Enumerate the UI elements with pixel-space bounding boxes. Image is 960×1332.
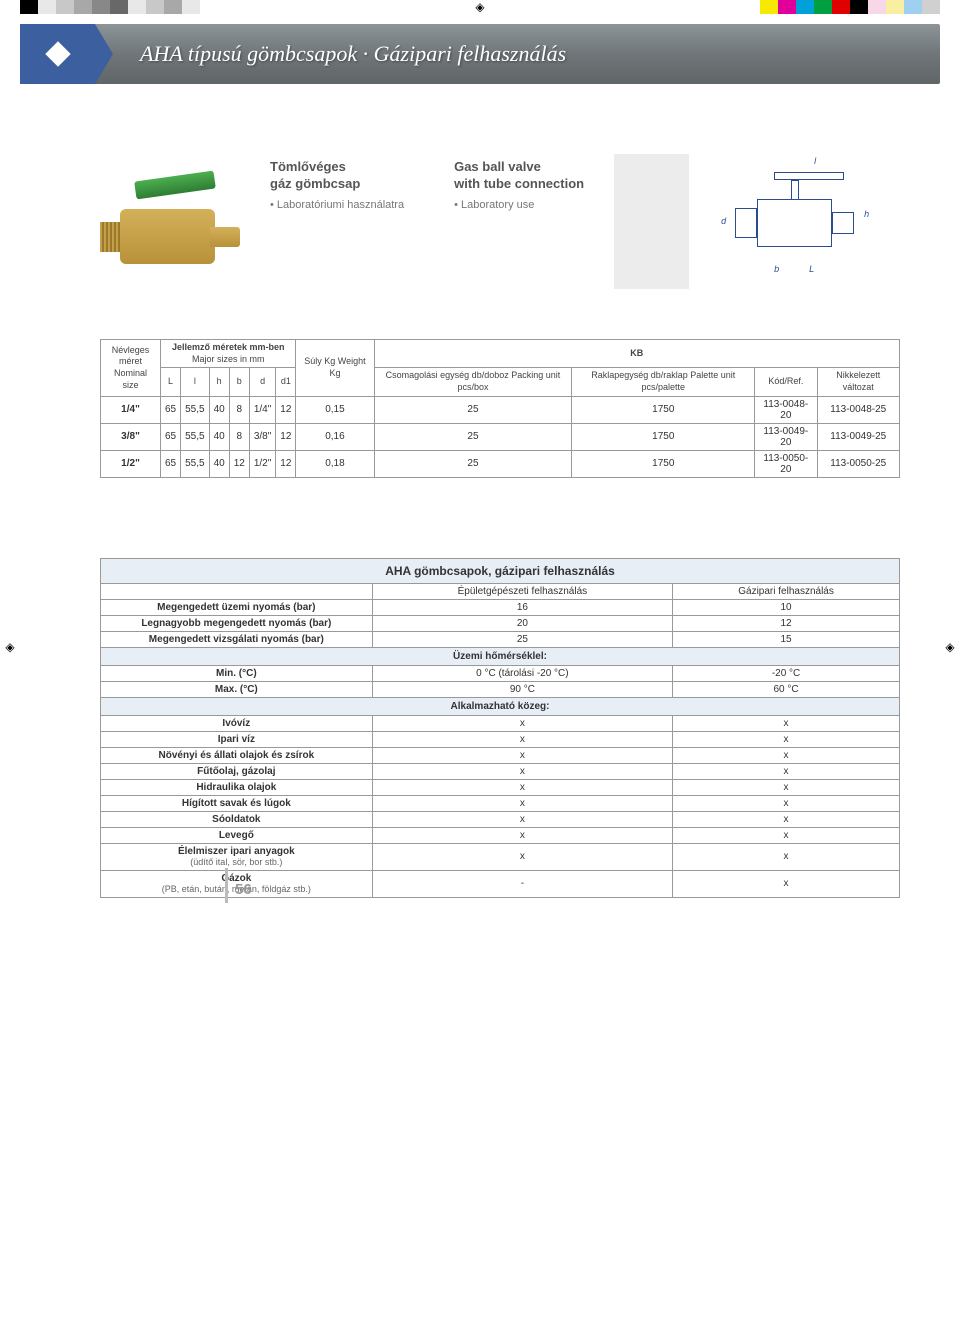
usage-row: Legnagyobb megengedett nyomás (bar)2012 — [101, 615, 900, 631]
intro-en-title2: with tube connection — [454, 176, 584, 191]
intro-section: Tömlővéges gáz gömbcsap • Laboratóriumi … — [100, 154, 900, 289]
th-nominal: Névleges méret Nominal size — [101, 340, 161, 397]
th-d: d — [249, 368, 275, 396]
th-d1: d1 — [276, 368, 296, 396]
page-content: Tömlővéges gáz gömbcsap • Laboratóriumi … — [0, 84, 960, 938]
usage-row: Min. (°C)0 °C (tárolási -20 °C)-20 °C — [101, 665, 900, 681]
th-L: L — [161, 368, 181, 396]
registration-mark-top: ◈ — [473, 0, 487, 14]
spec-row: 1/2"6555,540121/2"120,18251750113-0050-2… — [101, 450, 900, 477]
technical-drawing: l h d b L — [719, 154, 869, 274]
usage-row: Élelmiszer ipari anyagok(üdítő ital, sör… — [101, 843, 900, 870]
usage-row: Max. (°C)90 °C60 °C — [101, 681, 900, 697]
th-l: l — [181, 368, 209, 396]
th-h: h — [209, 368, 229, 396]
grey-placeholder — [614, 154, 689, 289]
usage-title: AHA gömbcsapok, gázipari felhasználás — [101, 558, 900, 583]
usage-row: Hígított savak és lúgokxx — [101, 795, 900, 811]
usage-sec-temp: Üzemi hőmérséklel: — [101, 647, 900, 665]
usage-col1: Épületgépészeti felhasználás — [372, 583, 672, 599]
th-palette: Raklapegység db/raklap Palette unit pcs/… — [572, 368, 755, 396]
th-major-sizes: Jellemző méretek mm-benMajor sizes in mm — [161, 340, 296, 368]
usage-row: Hidraulika olajokxx — [101, 779, 900, 795]
intro-hu-title1: Tömlővéges — [270, 159, 404, 174]
usage-row: Ivóvízxx — [101, 715, 900, 731]
usage-row: Levegőxx — [101, 827, 900, 843]
registration-mark-right: ◈ — [943, 640, 957, 654]
usage-table: AHA gömbcsapok, gázipari felhasználás Ép… — [100, 558, 900, 898]
intro-text: Tömlővéges gáz gömbcsap • Laboratóriumi … — [270, 154, 584, 211]
usage-row: Megengedett vizsgálati nyomás (bar)2515 — [101, 631, 900, 647]
intro-hu-title2: gáz gömbcsap — [270, 176, 404, 191]
page-rule — [225, 868, 228, 903]
usage-row: Növényi és állati olajok és zsírokxx — [101, 747, 900, 763]
usage-row: Sóoldatokxx — [101, 811, 900, 827]
usage-row: Gázok(PB, etán, bután, metán, földgáz st… — [101, 870, 900, 897]
header-icon — [20, 24, 95, 84]
th-ref: Kód/Ref. — [755, 368, 817, 396]
intro-hu: Tömlővéges gáz gömbcsap • Laboratóriumi … — [270, 159, 404, 211]
th-b: b — [229, 368, 249, 396]
th-weight: Súly Kg Weight Kg — [296, 340, 374, 397]
valve-photo — [100, 154, 240, 274]
intro-en: Gas ball valve with tube connection • La… — [454, 159, 584, 211]
th-nickel: Nikkelezett változat — [817, 368, 899, 396]
page-number: 56 — [235, 881, 252, 898]
usage-row: Ipari vízxx — [101, 731, 900, 747]
page-header: AHA típusú gömbcsapok · Gázipari felhasz… — [20, 24, 940, 84]
usage-col2: Gázipari felhasználás — [673, 583, 900, 599]
specifications-table: Névleges méret Nominal size Jellemző mér… — [100, 339, 900, 478]
th-packing: Csomagolási egység db/doboz Packing unit… — [374, 368, 572, 396]
registration-mark-left: ◈ — [3, 640, 17, 654]
page-title: AHA típusú gömbcsapok · Gázipari felhasz… — [140, 41, 566, 67]
spec-row: 1/4"6555,54081/4"120,15251750113-0048-20… — [101, 396, 900, 423]
intro-en-title1: Gas ball valve — [454, 159, 584, 174]
usage-sec-media: Alkalmazható közeg: — [101, 697, 900, 715]
th-kb: KB — [374, 340, 900, 368]
intro-en-sub: • Laboratory use — [454, 199, 584, 211]
usage-row: Megengedett üzemi nyomás (bar)1610 — [101, 599, 900, 615]
intro-hu-sub: • Laboratóriumi használatra — [270, 199, 404, 211]
spec-row: 3/8"6555,54083/8"120,16251750113-0049-20… — [101, 423, 900, 450]
usage-row: Fűtőolaj, gázolajxx — [101, 763, 900, 779]
